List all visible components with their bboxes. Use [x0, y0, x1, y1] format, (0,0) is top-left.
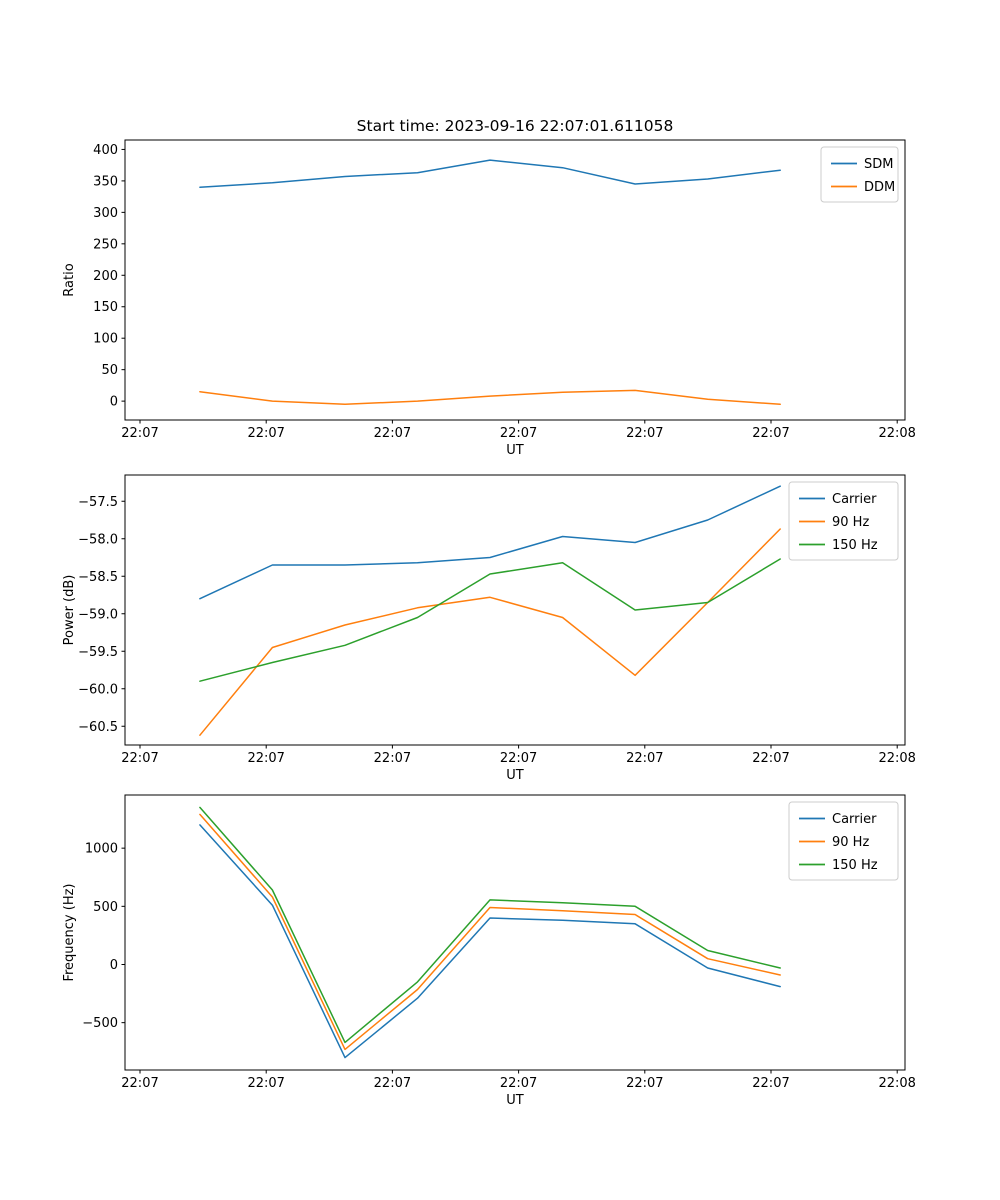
y-tick-label: −58.0: [78, 532, 118, 547]
legend-box: [788, 481, 899, 561]
series-line-150-hz: [199, 558, 781, 682]
x-tick-label: 22:07: [500, 751, 537, 766]
x-tick-label: 22:08: [878, 1076, 915, 1091]
y-tick-label: 0: [110, 395, 118, 410]
y-tick-label: 400: [93, 143, 118, 158]
subplot-3: −500 0 500 1000 22:07 22:07 22:07 22:07 22:07 22:…: [62, 794, 916, 1108]
y-axis-label: Frequency (Hz): [62, 883, 77, 981]
legend-label-150-hz: 150 Hz: [832, 538, 878, 553]
y-tick-label: −58.5: [78, 570, 118, 585]
y-tick-label: 100: [93, 332, 118, 347]
axes-frame: [124, 139, 906, 421]
y-tick-label: 500: [93, 900, 118, 915]
legend-label-carrier: Carrier: [832, 812, 877, 827]
axes-frame: [124, 474, 906, 746]
subplot-2: −57.5 −58.0 −58.5 −59.0 −59.5 −60.0 −60.5 22:07…: [62, 474, 916, 783]
y-tick-label: 300: [93, 206, 118, 221]
x-tick-label: 22:07: [752, 751, 789, 766]
series-line-ddm: [199, 389, 781, 406]
x-tick-label: 22:07: [121, 751, 158, 766]
y-tick-label: −59.5: [78, 645, 118, 660]
y-tick-label: 1000: [85, 842, 118, 857]
x-tick-label: 22:07: [121, 1076, 158, 1091]
series-line-150-hz: [199, 806, 781, 1044]
x-tick-label: 22:08: [878, 751, 915, 766]
series-line-90-hz: [199, 528, 781, 736]
series-line-carrier: [199, 824, 781, 1059]
x-tick-label: 22:07: [121, 426, 158, 441]
y-axis-label: Power (dB): [62, 575, 77, 646]
y-tick-label: 50: [101, 363, 118, 378]
legend-label-carrier: Carrier: [832, 492, 877, 507]
legend-label-90-hz: 90 Hz: [832, 835, 869, 850]
y-tick-label: −60.0: [78, 682, 118, 697]
chart-title: Start time: 2023-09-16 22:07:01.611058: [356, 117, 674, 135]
x-tick-label: 22:07: [626, 426, 663, 441]
x-tick-label: 22:07: [752, 1076, 789, 1091]
legend-label-150-hz: 150 Hz: [832, 858, 878, 873]
x-tick-label: 22:07: [626, 1076, 663, 1091]
legend-label-90-hz: 90 Hz: [832, 515, 869, 530]
x-tick-label: 22:07: [247, 426, 284, 441]
x-tick-label: 22:07: [500, 1076, 537, 1091]
y-tick-label: −59.0: [78, 607, 118, 622]
series-line-sdm: [199, 159, 781, 188]
x-axis-label: UT: [506, 443, 524, 458]
legend-label-sdm: SDM: [864, 157, 893, 172]
series-line-90-hz: [199, 813, 781, 1051]
subplot-1: 0 50 100 150 200 250 300 350 400 22:07 22:07 22:07 2…: [62, 139, 916, 458]
y-tick-label: 150: [93, 300, 118, 315]
x-tick-label: 22:07: [247, 1076, 284, 1091]
y-tick-label: −57.5: [78, 495, 118, 510]
legend-label-ddm: DDM: [864, 180, 895, 195]
x-tick-label: 22:07: [374, 426, 411, 441]
y-tick-label: 250: [93, 237, 118, 252]
x-axis-label: UT: [506, 768, 524, 783]
x-tick-label: 22:07: [626, 751, 663, 766]
x-tick-label: 22:08: [878, 426, 915, 441]
x-tick-label: 22:07: [752, 426, 789, 441]
y-tick-label: 200: [93, 269, 118, 284]
legend-box: [820, 146, 899, 203]
x-tick-label: 22:07: [247, 751, 284, 766]
y-tick-label: 350: [93, 174, 118, 189]
y-tick-label: −60.5: [78, 720, 118, 735]
x-axis-label: UT: [506, 1093, 524, 1108]
y-axis-label: Ratio: [62, 263, 77, 296]
x-tick-label: 22:07: [374, 1076, 411, 1091]
y-tick-label: 0: [110, 958, 118, 973]
series-line-carrier: [199, 485, 781, 600]
y-tick-label: −500: [82, 1016, 118, 1031]
legend-box: [788, 801, 899, 881]
axes-frame: [124, 794, 906, 1071]
x-tick-label: 22:07: [500, 426, 537, 441]
x-tick-label: 22:07: [374, 751, 411, 766]
